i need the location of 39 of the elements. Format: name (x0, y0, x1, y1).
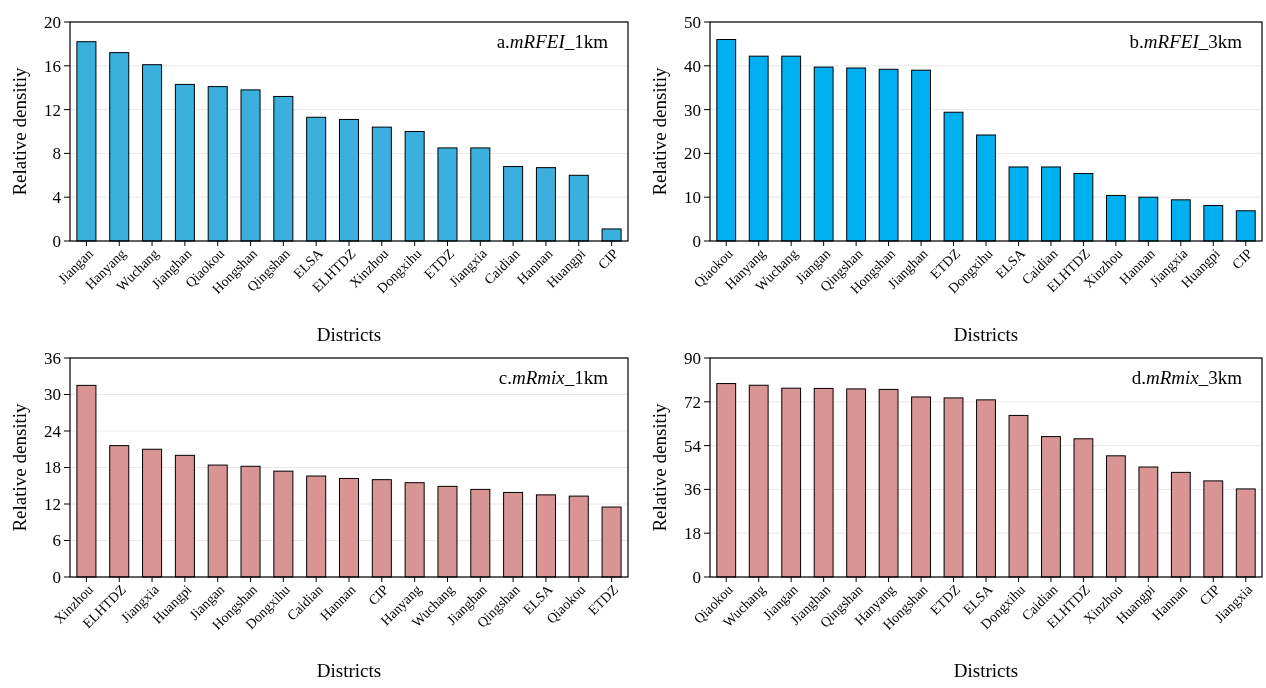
y-axis-title: Relative densitiy (9, 66, 30, 196)
x-axis-title: Districts (316, 324, 382, 345)
y-tick-label: 0 (692, 567, 701, 587)
y-tick-label: 4 (52, 188, 62, 208)
y-tick-label: 72 (684, 392, 701, 412)
y-tick-label: 90 (684, 348, 701, 368)
text: a.mRFEI_1km (496, 31, 609, 52)
y-tick-label: 36 (684, 480, 701, 500)
text: b.mRFEI_3km (1129, 31, 1243, 52)
y-tick-label: 10 (684, 188, 701, 208)
y-tick-label: 30 (684, 100, 701, 120)
x-axis-title: Districts (953, 660, 1019, 681)
y-tick-label: 8 (52, 144, 61, 164)
y-tick-label: 30 (44, 385, 61, 405)
y-tick-label: 0 (692, 231, 701, 251)
y-tick-label: 0 (52, 231, 61, 251)
y-tick-label: 20 (684, 144, 701, 164)
y-tick-label: 18 (684, 524, 701, 544)
x-axis-title: Districts (316, 660, 382, 681)
y-tick-label: 24 (44, 421, 62, 441)
y-tick-label: 54 (684, 436, 702, 456)
text: d.mRmix_3km (1131, 367, 1243, 388)
y-tick-label: 12 (44, 100, 61, 120)
y-axis-title: Relative densitiy (9, 402, 30, 532)
y-tick-label: 40 (684, 56, 701, 76)
y-axis-title: Relative densitiy (649, 66, 670, 196)
x-tick-label: CIP (1229, 245, 1256, 272)
y-tick-label: 36 (44, 348, 61, 368)
y-tick-label: 16 (44, 56, 61, 76)
y-tick-label: 12 (44, 494, 61, 514)
y-tick-label: 6 (52, 531, 61, 551)
y-tick-label: 18 (44, 458, 61, 478)
x-axis-title: Districts (953, 324, 1019, 345)
x-tick-label: CIP (595, 245, 622, 272)
y-axis-title: Relative densitiy (649, 402, 670, 532)
y-tick-label: 0 (52, 567, 61, 587)
text: c.mRmix_1km (498, 367, 609, 388)
y-tick-label: 50 (684, 12, 701, 32)
y-tick-label: 20 (44, 12, 61, 32)
